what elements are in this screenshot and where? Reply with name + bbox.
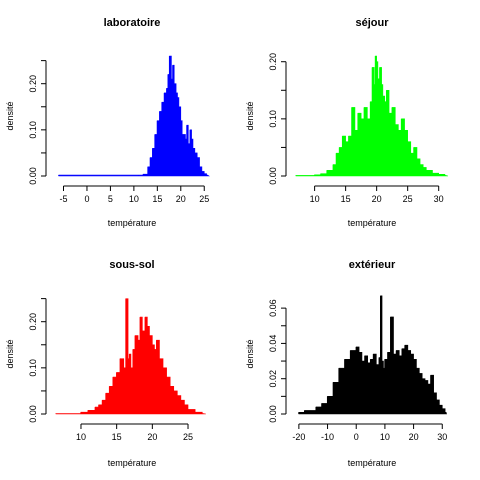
chart-title: sous-sol	[109, 259, 154, 271]
chart-title: séjour	[355, 17, 389, 29]
x-tick-label: 30	[434, 194, 444, 204]
y-axis-label: densité	[5, 101, 15, 130]
y-tick-label: 0.00	[28, 405, 38, 423]
x-tick-label: -20	[292, 432, 305, 442]
y-tick-label: 0.10	[28, 359, 38, 377]
x-tick-label: -5	[59, 194, 67, 204]
x-axis-label: température	[108, 458, 157, 468]
x-tick-label: 15	[341, 194, 351, 204]
y-tick-label: 0.00	[28, 167, 38, 185]
x-axis-label: température	[348, 458, 397, 468]
y-tick-label: 0.00	[268, 167, 278, 185]
y-tick-label: 0.10	[28, 121, 38, 139]
y-tick-label: 0.04	[268, 335, 278, 353]
x-tick-label: 25	[199, 194, 209, 204]
y-tick-label: 0.20	[28, 75, 38, 93]
x-axis-label: température	[108, 218, 157, 228]
y-tick-label: 0.02	[268, 370, 278, 388]
x-tick-label: 15	[152, 194, 162, 204]
chart-title: extérieur	[349, 259, 396, 271]
y-tick-label: 0.10	[268, 110, 278, 128]
x-tick-label: 10	[380, 432, 390, 442]
y-axis-label: densité	[5, 339, 15, 368]
x-tick-label: -10	[321, 432, 334, 442]
x-tick-label: 30	[437, 432, 447, 442]
x-tick-label: 5	[108, 194, 113, 204]
x-tick-label: 10	[76, 432, 86, 442]
y-axis-label: densité	[245, 101, 255, 130]
x-axis-label: température	[348, 218, 397, 228]
x-tick-label: 25	[403, 194, 413, 204]
chart-panel-soussol: sous-sol 10 15 20 25 0.00 0.10 0.20 température d…	[5, 259, 206, 468]
chart-panel-sjour: séjour 10 15 20 25 30 0.00 0.10 0.20 température d…	[245, 17, 449, 228]
x-tick-label: 20	[176, 194, 186, 204]
x-tick-label: 25	[183, 432, 193, 442]
x-tick-label: 10	[129, 194, 139, 204]
y-axis-label: densité	[245, 339, 255, 368]
y-tick-label: 0.20	[268, 53, 278, 71]
chart-title: laboratoire	[104, 17, 161, 29]
y-tick-label: 0.06	[268, 299, 278, 317]
x-tick-label: 20	[147, 432, 157, 442]
y-tick-label: 0.00	[268, 405, 278, 423]
x-tick-label: 0	[84, 194, 89, 204]
x-tick-label: 20	[409, 432, 419, 442]
chart-panel-laboratoire: laboratoire -5 0 5 10 15 20 25 0.00 0.10 0.20 tempé…	[5, 17, 210, 228]
y-tick-label: 0.20	[28, 313, 38, 331]
x-tick-label: 10	[310, 194, 320, 204]
chart-panel-extrieur: extérieur -20 -10 0 10 20 30 0.00 0.02 0.04 0.06 te…	[245, 259, 447, 468]
x-tick-label: 15	[112, 432, 122, 442]
x-tick-label: 0	[354, 432, 359, 442]
x-tick-label: 20	[372, 194, 382, 204]
